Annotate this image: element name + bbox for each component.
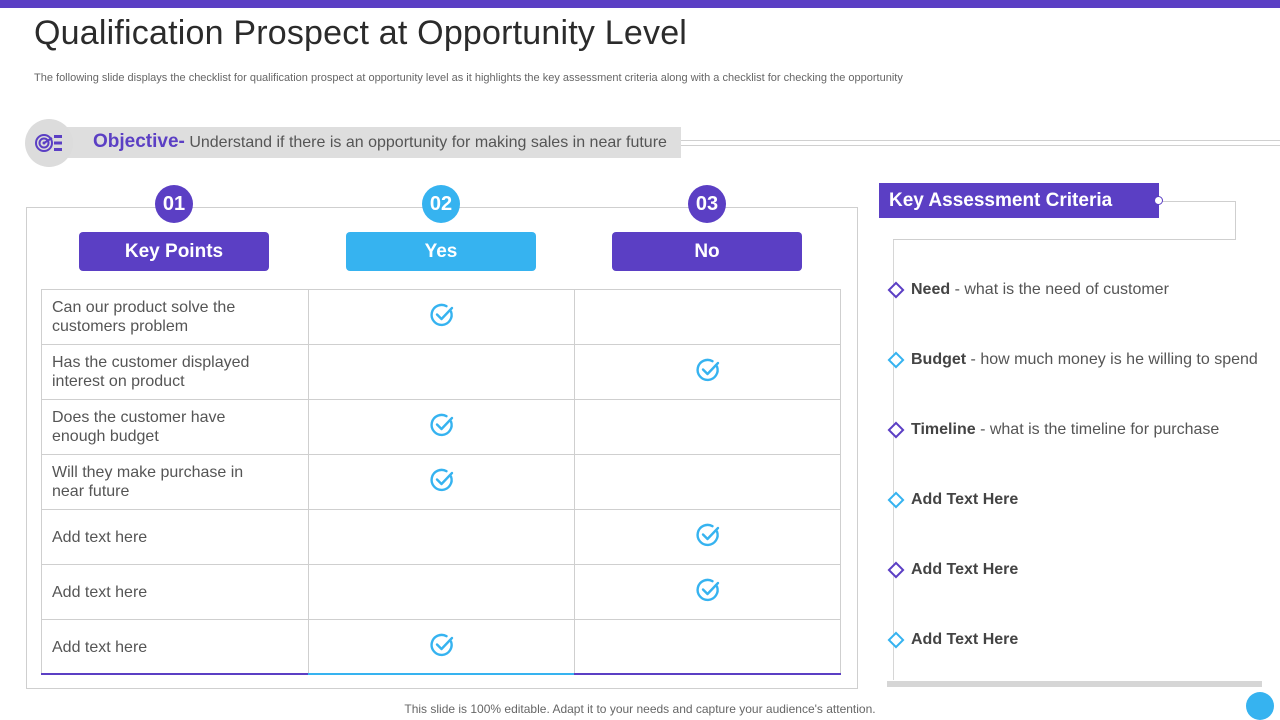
criteria-bottom-bar	[887, 681, 1262, 687]
check-circle-icon	[429, 302, 455, 333]
criteria-marker	[887, 631, 905, 649]
key-point-text: Will they make purchase in near future	[42, 455, 309, 509]
key-point-text: Does the customer have enough budget	[42, 400, 309, 454]
no-cell	[575, 455, 840, 509]
table-row: Add text here	[42, 620, 840, 675]
criteria-item: Add Text Here	[911, 491, 1018, 509]
column-number-2: 02	[422, 185, 460, 223]
criteria-title: Key Assessment Criteria	[879, 183, 1159, 218]
yes-cell	[309, 345, 575, 399]
column-number-1: 01	[155, 185, 193, 223]
criteria-item: Budget - how much money is he willing to…	[911, 351, 1258, 369]
no-cell	[575, 510, 840, 564]
key-point-text: Add text here	[42, 510, 309, 564]
check-circle-icon	[429, 467, 455, 498]
criteria-item-description: - what is the timeline for purchase	[975, 421, 1220, 438]
criteria-marker	[887, 421, 905, 439]
yes-cell	[309, 620, 575, 675]
column-header-2: Yes	[346, 232, 536, 271]
yes-cell	[309, 290, 575, 344]
criteria-item: Add Text Here	[911, 631, 1018, 649]
table-row: Will they make purchase in near future	[42, 455, 840, 510]
criteria-item-name: Add Text Here	[911, 561, 1019, 578]
criteria-item-name: Need	[911, 281, 951, 298]
criteria-marker	[887, 281, 905, 299]
criteria-title-dot	[1154, 196, 1163, 205]
objective-label: Objective-	[93, 131, 185, 152]
no-cell	[575, 565, 840, 619]
no-cell	[575, 400, 840, 454]
objective-text: Objective- Understand if there is an opp…	[93, 131, 667, 153]
yes-cell	[309, 510, 575, 564]
check-circle-icon	[695, 522, 721, 553]
objective-description: Understand if there is an opportunity fo…	[189, 134, 667, 151]
corner-dot	[1246, 692, 1274, 720]
checklist-table: Can our product solve the customers prob…	[41, 289, 841, 675]
criteria-marker	[887, 491, 905, 509]
key-point-text: Can our product solve the customers prob…	[42, 290, 309, 344]
slide-footer: This slide is 100% editable. Adapt it to…	[404, 702, 876, 716]
top-accent-bar	[0, 0, 1280, 8]
table-row: Can our product solve the customers prob…	[42, 290, 840, 345]
key-point-text: Add text here	[42, 620, 309, 675]
criteria-timeline-line	[893, 240, 894, 680]
checklist-panel	[26, 207, 858, 689]
key-point-text: Has the customer displayed interest on p…	[42, 345, 309, 399]
slide-subtitle: The following slide displays the checkli…	[34, 72, 903, 84]
table-bottom-rule-yes	[308, 673, 574, 675]
objective-band	[40, 127, 681, 158]
criteria-item-name: Budget	[911, 351, 967, 368]
target-icon	[25, 119, 73, 167]
column-number-3: 03	[688, 185, 726, 223]
check-circle-icon	[695, 357, 721, 388]
table-row: Add text here	[42, 510, 840, 565]
no-cell	[575, 290, 840, 344]
table-row: Does the customer have enough budget	[42, 400, 840, 455]
column-header-1: Key Points	[79, 232, 269, 271]
key-point-text: Add text here	[42, 565, 309, 619]
check-circle-icon	[429, 412, 455, 443]
slide-title: Qualification Prospect at Opportunity Le…	[34, 14, 688, 52]
criteria-item-name: Add Text Here	[911, 491, 1019, 508]
check-circle-icon	[429, 632, 455, 663]
objective-rule	[680, 140, 1280, 146]
column-header-3: No	[612, 232, 802, 271]
table-row: Has the customer displayed interest on p…	[42, 345, 840, 400]
criteria-item-description: - what is the need of customer	[950, 281, 1169, 298]
criteria-item: Timeline - what is the timeline for purc…	[911, 421, 1219, 439]
criteria-item-description: - how much money is he willing to spend	[966, 351, 1258, 368]
criteria-item: Need - what is the need of customer	[911, 281, 1169, 299]
criteria-item: Add Text Here	[911, 561, 1018, 579]
no-cell	[575, 620, 840, 675]
table-row: Add text here	[42, 565, 840, 620]
no-cell	[575, 345, 840, 399]
criteria-item-name: Add Text Here	[911, 631, 1019, 648]
yes-cell	[309, 455, 575, 509]
criteria-marker	[887, 561, 905, 579]
yes-cell	[309, 400, 575, 454]
yes-cell	[309, 565, 575, 619]
check-circle-icon	[695, 577, 721, 608]
criteria-item-name: Timeline	[911, 421, 976, 438]
criteria-marker	[887, 351, 905, 369]
